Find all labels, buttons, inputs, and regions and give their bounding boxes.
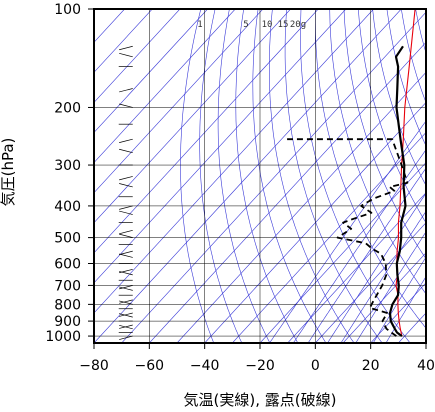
x-tick-label: −80 (79, 358, 109, 374)
dry-adiabat-line (300, 9, 411, 343)
y-tick-label: 700 (54, 278, 81, 294)
y-tick-label: 600 (54, 257, 81, 273)
dry-adiabat-line (329, 9, 426, 295)
y-tick-label: 100 (54, 2, 81, 18)
x-tick-label: 40 (417, 358, 435, 374)
isotherm-line (204, 101, 426, 343)
mixing-ratio-label: 5 (243, 20, 248, 30)
x-tick-label: −40 (190, 358, 220, 374)
mixing-ratio-line (269, 120, 426, 343)
y-tick-label: 500 (54, 231, 81, 247)
isotherm-line (315, 222, 426, 343)
wind-profile (118, 45, 133, 340)
isotherm-line (94, 9, 347, 284)
isotherm-line (94, 9, 402, 343)
wind-barb (119, 88, 133, 93)
isotherm-line (287, 192, 426, 343)
isotherm-line (342, 252, 426, 343)
isotherm-line (94, 9, 181, 103)
grid-lines (93, 8, 427, 343)
wind-barb (119, 233, 133, 238)
dry-adiabat-line (372, 9, 426, 187)
wind-barb (119, 138, 133, 143)
isotherm-line (94, 9, 319, 254)
isotherm-line (149, 41, 426, 343)
x-tick-label: 0 (311, 358, 320, 374)
mixing-ratio-label: 20g (290, 20, 306, 30)
mixing-ratio-label: 1 (197, 20, 202, 30)
wind-barb (119, 250, 133, 255)
wind-barb (119, 229, 133, 235)
wind-barb (119, 52, 133, 58)
wind-barb (119, 148, 133, 154)
dry-adiabat-line (199, 9, 243, 343)
y-tick-label: 1000 (45, 329, 81, 345)
dry-adiabat-line (235, 9, 299, 343)
y-axis-label: 気圧(hPa) (0, 138, 17, 207)
wind-barb (119, 45, 133, 51)
wind-barb (119, 183, 133, 188)
y-tick-label: 800 (54, 297, 81, 313)
y-tick-label: 400 (54, 199, 81, 215)
dry-adiabat-line (217, 9, 271, 343)
dry-adiabat-line (314, 9, 426, 329)
isotherm-line (94, 9, 264, 194)
isotherm-line (94, 9, 374, 314)
wind-barb (119, 324, 133, 329)
isotherm-line (259, 162, 426, 343)
y-tick-label: 200 (54, 100, 81, 116)
dewpoint-line (287, 138, 409, 337)
x-tick-label: −20 (245, 358, 275, 374)
dry-adiabat-line (401, 9, 426, 104)
y-tick-label: 300 (54, 158, 81, 174)
isotherm-line (94, 9, 153, 73)
dry-adiabat-line (180, 9, 214, 343)
wind-barb (119, 312, 133, 317)
wind-barb (119, 210, 133, 215)
wind-barb (119, 286, 133, 291)
isotherm-line (232, 132, 426, 343)
wind-barb (119, 300, 133, 305)
mixing-ratio-label: 10 (262, 20, 273, 30)
isotherm-line (94, 9, 208, 133)
x-tick-label: 20 (362, 358, 380, 374)
isotherm-line (94, 9, 236, 164)
dry-adiabat-line (358, 9, 426, 224)
wind-barb (119, 176, 133, 181)
isotherm-line (370, 282, 426, 343)
mixing-ratio-line (293, 149, 426, 343)
parcel-line (395, 9, 416, 337)
wind-barb (119, 285, 133, 290)
isotherm-line (176, 71, 426, 343)
y-tick-label: 900 (54, 314, 81, 330)
wind-barb (119, 103, 133, 108)
wind-barb (119, 253, 133, 258)
isotherm-line (94, 9, 291, 224)
temperature-line (388, 45, 407, 337)
mixing-ratio-label: 15 (278, 20, 289, 30)
wind-barb (119, 335, 133, 340)
wind-barb (119, 268, 133, 274)
wind-barb (119, 299, 133, 304)
dry-adiabat-line (430, 9, 435, 343)
dry-adiabat-line (386, 9, 426, 147)
dry-adiabat-line (284, 9, 383, 343)
x-axis-label: 気温(実線), 露点(破線) (184, 391, 337, 409)
isotherm-line (121, 11, 426, 343)
sounding-series (287, 9, 416, 337)
mixing-ratio-labels: 1 5 10 15 20g (197, 20, 306, 30)
axis-ticks: −80 −60 −40 −20 0 20 40 100 200 300 400 500 600 700 80… (45, 2, 435, 374)
wind-barb (119, 313, 133, 318)
dry-adiabat-line (252, 9, 327, 343)
x-tick-label: −60 (135, 358, 165, 374)
isotherm-line (425, 342, 426, 343)
dry-adiabat-line (268, 9, 355, 343)
wind-barb (119, 205, 133, 210)
